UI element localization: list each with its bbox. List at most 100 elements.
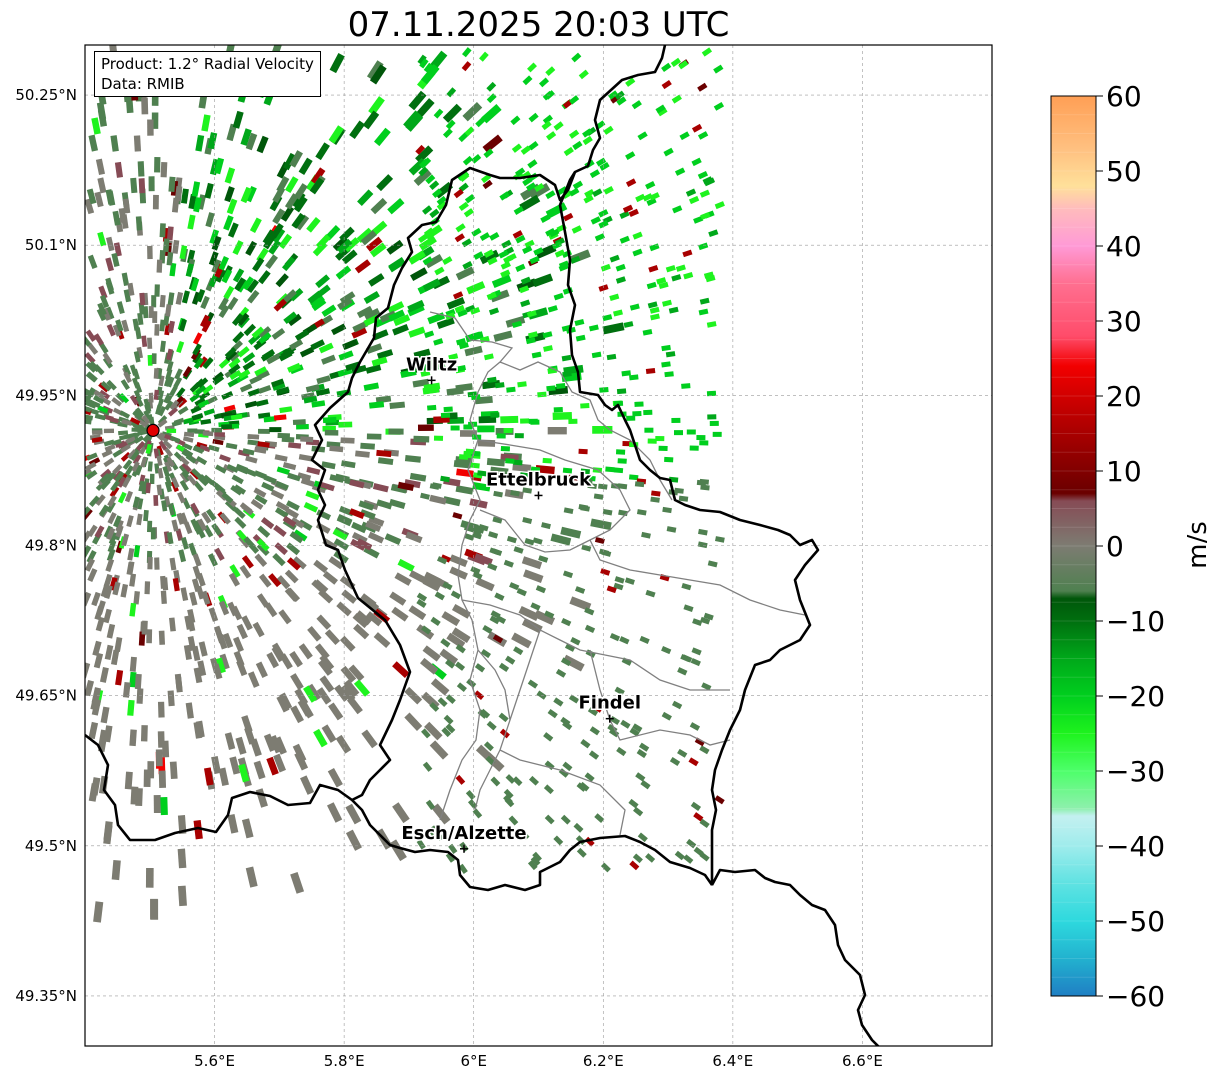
radar-gate <box>185 702 194 719</box>
radar-gate <box>455 266 475 281</box>
radar-gate <box>477 470 487 477</box>
radar-gate <box>404 686 423 705</box>
radar-gate <box>191 181 201 197</box>
lat-tick-label: 50.25°N <box>15 86 77 104</box>
radar-gate <box>114 637 123 652</box>
radar-gate <box>192 351 203 364</box>
radar-gate <box>628 208 639 218</box>
radar-gate <box>487 562 498 571</box>
radar-gate <box>167 292 175 306</box>
radar-gate <box>175 676 183 693</box>
radar-gate <box>327 802 343 823</box>
radar-gate <box>645 853 656 863</box>
radar-gate <box>174 186 183 202</box>
radar-gate <box>169 761 178 780</box>
radar-gate <box>305 384 320 393</box>
radar-gate <box>85 591 92 607</box>
radar-gate <box>104 444 116 452</box>
radar-gate <box>446 296 466 310</box>
radar-gate <box>338 350 354 361</box>
radar-gate <box>503 788 514 799</box>
radar-gate <box>600 862 611 873</box>
radar-gate <box>245 455 258 464</box>
radar-gate <box>253 470 267 480</box>
radar-gate <box>215 268 226 283</box>
radar-gate <box>366 433 382 440</box>
radar-gate <box>570 636 581 646</box>
radar-gate <box>227 377 240 388</box>
radar-gate <box>490 412 500 418</box>
radar-gate <box>136 688 144 704</box>
radar-gate <box>429 702 440 712</box>
radar-gate <box>703 612 714 621</box>
radar-gate <box>334 684 350 702</box>
radar-gate <box>242 352 256 364</box>
radar-gate <box>166 376 175 388</box>
radar-gate <box>670 57 682 68</box>
radar-gate <box>340 437 355 444</box>
radar-gate <box>313 559 329 574</box>
radar-gate <box>425 174 436 185</box>
radar-gate <box>584 188 595 198</box>
radar-gate <box>534 182 545 193</box>
radar-gate <box>483 353 494 361</box>
radar-gate <box>93 389 105 400</box>
radar-gate <box>110 480 120 492</box>
radar-gate <box>483 249 495 258</box>
radar-gate <box>520 276 532 285</box>
radar-gate <box>550 533 572 546</box>
radar-gate <box>515 263 526 273</box>
radar-gate <box>357 189 374 207</box>
radar-gate <box>117 491 127 504</box>
radar-gate <box>678 60 689 70</box>
radar-gate <box>379 310 397 323</box>
radar-gate <box>681 383 691 389</box>
radar-gate <box>278 350 293 362</box>
radar-gate <box>543 732 554 742</box>
radar-gate <box>527 62 537 73</box>
radar-gate <box>424 224 443 240</box>
radar-gate <box>543 784 554 795</box>
radar-gate <box>477 425 495 433</box>
radar-gate <box>370 220 388 237</box>
radar-gate <box>221 492 234 504</box>
radar-gate <box>547 305 558 313</box>
radar-gate <box>91 436 103 443</box>
radar-gate <box>147 461 153 472</box>
radar-gate <box>115 669 124 686</box>
radar-gate <box>140 725 148 742</box>
radar-gate <box>107 495 117 507</box>
radar-gate <box>122 682 131 698</box>
radar-gate <box>192 553 202 567</box>
radar-gate <box>619 636 630 645</box>
radar-gate <box>482 624 493 634</box>
radar-gate <box>490 776 501 787</box>
radar-gate <box>211 259 222 274</box>
radar-gate <box>409 570 427 584</box>
radar-gate <box>420 625 432 635</box>
radar-gate <box>661 62 672 73</box>
radar-gate <box>470 566 481 575</box>
radar-gate <box>227 813 239 834</box>
radar-gate <box>583 194 594 204</box>
radar-gate <box>155 404 162 415</box>
radar-gate <box>650 313 660 321</box>
radar-gate <box>575 334 586 342</box>
radar-gate <box>580 739 591 749</box>
radar-gate <box>454 233 465 243</box>
radar-gate <box>641 531 651 539</box>
radar-gate <box>193 357 205 370</box>
radar-gate <box>522 487 533 494</box>
radar-gate <box>623 321 634 328</box>
radar-gate <box>468 421 478 427</box>
radar-gate <box>362 596 380 612</box>
radar-gate <box>388 309 406 322</box>
radar-gate <box>240 128 252 146</box>
radar-gate <box>493 490 503 498</box>
radar-gate <box>661 646 672 655</box>
radar-gate <box>119 410 131 419</box>
radar-gate <box>445 852 456 863</box>
radar-gate <box>455 644 466 654</box>
radar-gate <box>223 404 236 413</box>
radar-gate <box>279 653 293 670</box>
